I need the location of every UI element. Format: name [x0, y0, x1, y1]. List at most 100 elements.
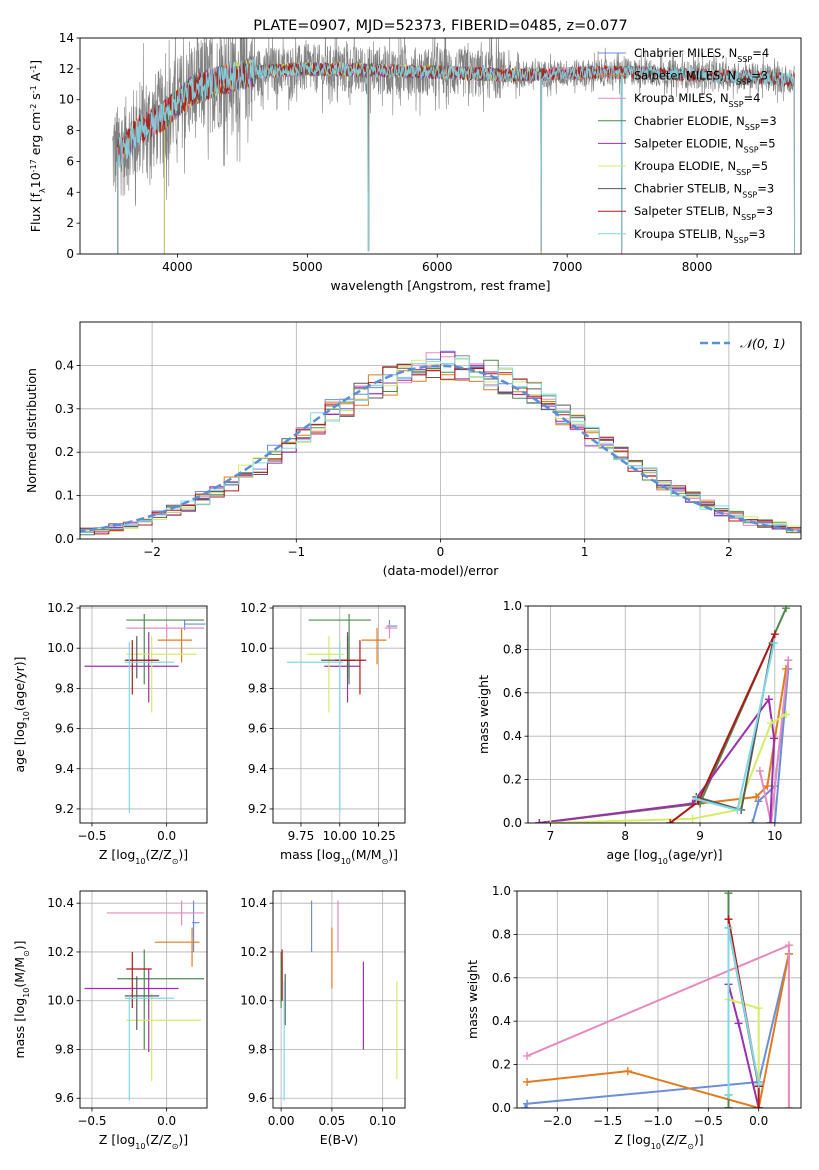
x-tick-label: 0: [437, 545, 445, 559]
series-marker: [754, 1080, 763, 1089]
series-marker: [767, 719, 776, 728]
series-marker: [546, 819, 555, 823]
series-marker: [770, 819, 779, 823]
errorbar-salpeter-elodie: [84, 969, 179, 1052]
series-line: [539, 607, 787, 823]
x-tick-label: −1.5: [593, 1114, 622, 1128]
series-marker: [523, 1077, 532, 1086]
errorbar-kroupa-miles: [106, 900, 205, 926]
legend-label: 𝒩(0, 1): [740, 336, 786, 351]
chart-title: PLATE=0907, MJD=52373, FIBERID=0485, z=0…: [253, 18, 627, 34]
legend-label: Kroupa MILES, NSSP=4: [634, 91, 760, 109]
y-axis-label: Flux [fλ10-17 erg cm-2 s-1 A-1]: [28, 60, 47, 232]
chart-weight_vs_age: 7 8 9 10 0.0 0.2 0.4 0.6 0.8 1.0 age [log10(age/yr…: [476, 599, 802, 866]
x-tick-label: 0.0: [157, 829, 176, 843]
x-tick-label: −0.5: [77, 829, 106, 843]
chart-age_vs_Z: −0.5 0.0 9.2 9.4 9.6 9.8 10.0 10.2 Z [log10(Z/Z⊙…: [12, 601, 208, 866]
series-marker: [734, 1019, 743, 1028]
y-tick-label: 0.2: [55, 445, 74, 459]
y-tick-label: 9.6: [55, 1091, 74, 1105]
x-tick-label: 9: [696, 829, 704, 843]
y-tick-label: 12: [59, 62, 74, 76]
y-tick-label: 10.2: [240, 945, 267, 959]
x-tick-label: 0.10: [369, 1114, 396, 1128]
series-marker: [623, 1067, 632, 1076]
errorbar-kroupa-elodie: [307, 636, 345, 713]
x-tick-label: 1: [581, 545, 589, 559]
x-tick-label: 2: [725, 545, 733, 559]
y-tick-label: 0.4: [492, 1014, 511, 1028]
series-marker: [688, 814, 697, 823]
chart-residuals: −2 −1 0 1 2 0.0 0.1 0.2 0.3 0.4 (data-model)/error…: [24, 321, 802, 578]
y-tick-label: 9.6: [248, 1091, 267, 1105]
y-axis-label: Normed distribution: [24, 368, 39, 493]
axes-frame: [272, 890, 406, 1109]
x-tick-label: 10.00: [323, 829, 357, 843]
series-chabrier-elodie: [535, 606, 791, 823]
y-tick-label: 2: [66, 216, 74, 230]
y-tick-label: 9.6: [248, 722, 267, 736]
y-tick-label: 10.0: [47, 994, 74, 1008]
errorbar-chabrier-stelib: [124, 636, 160, 679]
series-marker: [763, 782, 772, 791]
x-axis-label: wavelength [Angstrom, rest frame]: [330, 278, 550, 293]
x-axis-label: age [log10(age/yr)]: [606, 847, 722, 866]
series-marker: [724, 923, 733, 932]
errorbar-salpeter-elodie: [84, 632, 179, 703]
y-tick-label: 9.2: [248, 802, 267, 816]
series-marker: [754, 797, 763, 806]
y-tick-label: 14: [59, 31, 74, 45]
y-tick-label: 9.8: [248, 1042, 267, 1056]
series-kroupa-stelib: [724, 923, 763, 1099]
legend-label: Chabrier MILES, NSSP=4: [634, 46, 769, 64]
x-tick-label: 0.05: [319, 1114, 346, 1128]
chart-mass_vs_Z: −0.5 0.0 9.6 9.8 10.0 10.2 10.4 Z [log10(Z/Z⊙)]…: [12, 890, 208, 1151]
errorbar-salpeter-miles: [361, 628, 387, 665]
series-marker: [755, 766, 764, 775]
errorbar-kroupa-elodie: [126, 993, 202, 1082]
y-tick-label: 1.0: [492, 884, 511, 898]
errorbar-salpeter-miles: [157, 628, 193, 663]
y-tick-label: 9.2: [55, 802, 74, 816]
x-tick-label: 7000: [552, 260, 583, 274]
plot-area: [84, 900, 205, 1101]
series-line: [524, 953, 790, 1108]
x-tick-label: 6000: [422, 260, 453, 274]
errorbar-chabrier-miles: [192, 900, 200, 952]
y-tick-label: 6: [66, 154, 74, 168]
series-marker: [784, 656, 793, 665]
y-tick-label: 10.4: [240, 896, 267, 910]
y-tick-label: 0.0: [503, 816, 522, 830]
y-axis-label: mass weight: [465, 960, 480, 1039]
series-marker: [523, 1099, 532, 1108]
x-axis-label: E(B-V): [320, 1132, 359, 1147]
errorbar-chabrier-stelib: [124, 976, 160, 1030]
chart-age_vs_mass: 9.75 10.00 10.25 9.2 9.4 9.6 9.8 10.0 10.2 mass […: [240, 601, 406, 866]
errorbar-kroupa-elodie: [126, 636, 197, 713]
series-marker: [784, 1104, 793, 1108]
series-marker: [724, 1090, 733, 1099]
y-tick-label: 10.0: [240, 641, 267, 655]
series-kroupa-miles: [523, 941, 793, 1108]
errorbar-chabrier-stelib: [321, 636, 356, 679]
x-tick-label: −2.0: [543, 1114, 572, 1128]
y-tick-label: 10.2: [47, 945, 74, 959]
series-marker: [766, 819, 775, 823]
x-tick-label: −0.5: [694, 1114, 723, 1128]
axes-frame: [272, 605, 406, 824]
y-tick-label: 9.4: [55, 762, 74, 776]
legend-label: Chabrier STELIB, NSSP=3: [634, 182, 774, 200]
series-marker: [523, 1051, 532, 1060]
series-marker: [724, 1104, 733, 1108]
x-tick-label: 8000: [682, 260, 713, 274]
plot-area: [280, 900, 398, 1101]
y-tick-label: 10.2: [240, 601, 267, 615]
series-marker: [754, 1104, 763, 1108]
axes-frame: [79, 321, 802, 540]
errorbar-chabrier-elodie: [117, 949, 205, 1050]
model-spectrum-kroupa-stelib: [117, 57, 795, 254]
x-tick-label: 10.25: [361, 829, 395, 843]
legend-label: Salpeter MILES, NSSP=3: [634, 69, 768, 87]
x-tick-label: 0.0: [749, 1114, 768, 1128]
